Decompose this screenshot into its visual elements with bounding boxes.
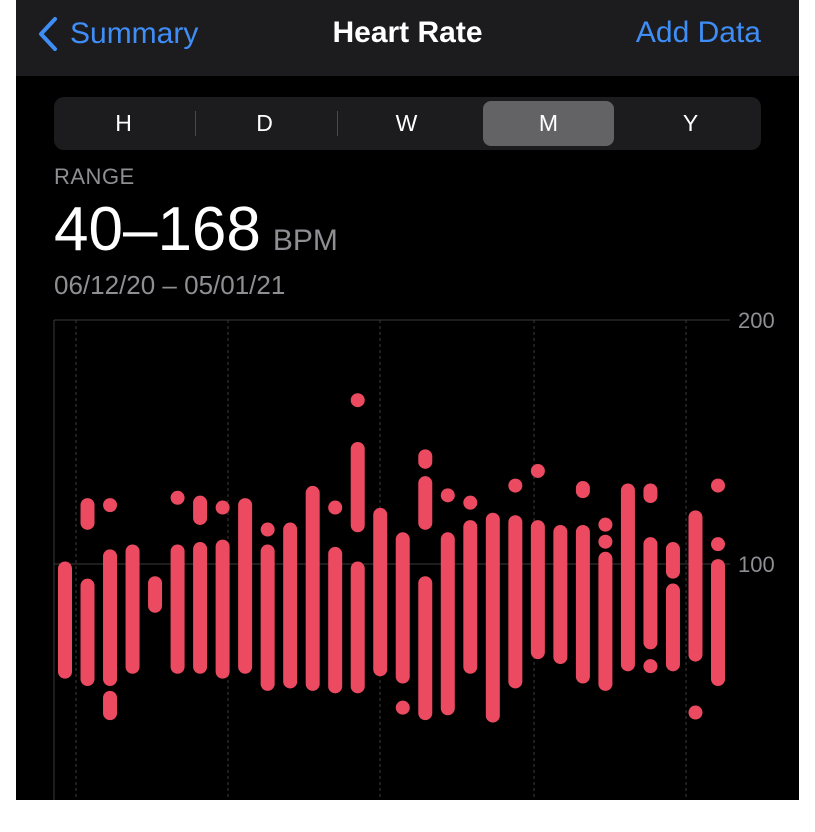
back-button[interactable]: Summary [38, 14, 198, 54]
chart-bar [665, 542, 680, 579]
chart-bar [688, 510, 703, 662]
segment-year[interactable]: Y [682, 110, 699, 136]
back-button-label: Summary [70, 17, 199, 50]
chart-bar [530, 520, 545, 660]
chart-bar [418, 576, 433, 721]
chart-bar [463, 495, 478, 510]
chart-bar [350, 561, 365, 694]
chart-bar [395, 532, 410, 684]
chart-bar [575, 524, 590, 684]
chart-bar [418, 476, 433, 530]
chart-bar [350, 442, 365, 533]
chart-bar [58, 561, 72, 679]
segment-day[interactable]: D [256, 110, 273, 136]
range-label: RANGE [54, 164, 135, 189]
chart-bar [395, 700, 410, 715]
chart-bar [125, 544, 140, 674]
chart-bar [148, 576, 163, 613]
segment-divider [337, 111, 338, 136]
chart-bar [508, 478, 523, 493]
chart-bar [328, 546, 343, 694]
chart-bar [215, 500, 230, 515]
heart-rate-screen: Summary Heart Rate Add Data H D W M Y RA… [16, 0, 799, 800]
chart-bar [260, 522, 275, 537]
chart-bar [103, 690, 118, 721]
chart-bar [598, 551, 613, 691]
chart-bar [305, 485, 320, 691]
chart-bar [508, 515, 523, 689]
chart-bar [238, 498, 253, 674]
y-tick-label: 100 [738, 552, 775, 577]
chart-bar [643, 659, 658, 674]
chart-bar [193, 542, 208, 674]
time-range-segmented-control: H D W M Y [54, 97, 761, 150]
segment-hour[interactable]: H [115, 110, 132, 136]
chart-bar [553, 524, 568, 665]
chart-bar [373, 507, 388, 677]
chart-bar [170, 490, 185, 505]
heart-rate-chart[interactable]: 200 100 [16, 0, 799, 800]
chevron-left-icon [39, 17, 57, 51]
chart-bar [283, 522, 298, 689]
range-unit: BPM [272, 224, 338, 257]
chart-bar [350, 393, 365, 408]
chart-bar [418, 449, 433, 469]
add-data-button[interactable]: Add Data [635, 16, 761, 49]
chart-bar [575, 481, 590, 499]
chart-bar [80, 578, 95, 686]
chart-bar [440, 488, 455, 503]
chart-bar [688, 705, 703, 720]
chart-bar [328, 500, 343, 515]
chart-bar [665, 583, 680, 672]
chart-bar [598, 534, 613, 549]
chart-bar [440, 532, 455, 716]
chart-bar [463, 520, 478, 674]
chart-bar [711, 478, 725, 493]
chart-bar [260, 544, 275, 691]
chart-bar [103, 549, 118, 686]
date-range: 06/12/20 – 05/01/21 [54, 270, 286, 300]
range-value: 40–168 [54, 195, 261, 264]
chart-bar [643, 537, 658, 650]
chart-bar [170, 544, 185, 674]
chart-bar [711, 537, 725, 552]
segment-month[interactable]: M [483, 101, 614, 146]
chart-bar [598, 517, 613, 532]
y-tick-label: 200 [738, 308, 775, 333]
range-value-group: 40–168 BPM [54, 194, 338, 265]
chart-bar [530, 463, 545, 478]
chart-bar [643, 483, 658, 503]
chart-bar [485, 512, 500, 723]
segment-divider [195, 111, 196, 136]
chart-bar [80, 498, 95, 530]
chart-bar [103, 498, 118, 513]
chart-bar [215, 539, 230, 679]
navigation-bar: Summary Heart Rate Add Data [16, 0, 799, 76]
chart-bar [711, 559, 725, 686]
chart-bar [620, 483, 635, 672]
chart-bar [193, 495, 208, 525]
segment-week[interactable]: W [395, 110, 418, 136]
